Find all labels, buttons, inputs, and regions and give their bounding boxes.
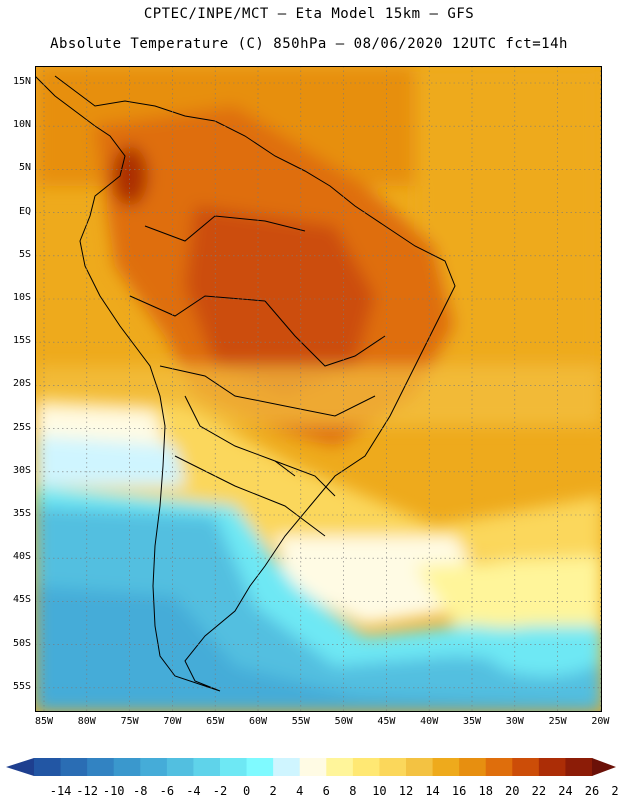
colorbar-tick-label: 2: [269, 784, 277, 798]
colorbar-swatch: [273, 758, 301, 776]
latitude-tick-label: 25S: [12, 421, 31, 433]
colorbar-swatch: [326, 758, 354, 776]
colorbar-swatch: [352, 758, 380, 776]
colorbar-tick-label: -2: [212, 784, 228, 798]
colorbar-tick-label: 26: [584, 784, 600, 798]
latitude-tick-label: 10N: [12, 119, 31, 131]
latitude-tick-label: 35S: [12, 508, 31, 519]
colorbar-swatch: [34, 758, 62, 776]
colorbar-tick-label: 0: [242, 784, 251, 798]
longitude-tick-label: 80W: [77, 716, 96, 727]
colorbar-swatch: [140, 758, 168, 776]
latitude-tick-label: 20S: [12, 378, 31, 390]
colorbar-tick-label: 16: [451, 784, 467, 798]
longitude-tick-label: 75W: [120, 716, 139, 727]
map-title-line-2: Absolute Temperature (C) 850hPa – 08/06/…: [50, 36, 568, 52]
colorbar-swatch: [485, 758, 513, 776]
colorbar-tick-label: 8: [349, 784, 357, 798]
colorbar-swatch: [193, 758, 221, 776]
colorbar-swatch: [406, 758, 434, 776]
longitude-tick-label: 45W: [377, 716, 396, 727]
colorbar-tick-label: 4: [296, 784, 304, 798]
colorbar-swatch: [113, 758, 141, 776]
colorbar-swatch: [166, 758, 194, 776]
longitude-tick-label: 65W: [206, 716, 225, 727]
longitude-tick-label: 35W: [462, 716, 482, 727]
colorbar-swatch: [60, 758, 88, 776]
colorbar-tick-label: 6: [322, 784, 330, 798]
colorbar-swatch: [220, 758, 248, 776]
colorbar-tick-label: 12: [398, 784, 414, 798]
colorbar-swatch: [87, 758, 115, 776]
colorbar-tick-label: -6: [159, 784, 175, 798]
latitude-tick-label: EQ: [18, 205, 31, 217]
colorbar-swatch: [432, 758, 460, 776]
temperature-field: [35, 66, 602, 712]
latitude-tick-label: 40S: [12, 551, 31, 563]
colorbar-tick-label: 28: [611, 784, 618, 798]
colorbar-tick-label: -14: [49, 784, 72, 798]
latitude-tick-label: 10S: [12, 292, 31, 303]
latitude-tick-label: 45S: [12, 594, 31, 606]
latitude-tick-label: 55S: [12, 680, 31, 692]
longitude-tick-label: 20W: [591, 716, 610, 727]
colorbar-tick-label: 10: [372, 784, 387, 798]
latitude-tick-label: 15S: [12, 335, 31, 347]
colorbar-tick-label: -4: [186, 784, 201, 798]
longitude-tick-label: 30W: [505, 716, 524, 727]
longitude-tick-label: 60W: [248, 716, 268, 727]
latitude-tick-label: 5N: [18, 162, 31, 174]
colorbar-tick-label: 18: [478, 784, 493, 798]
longitude-tick-label: 55W: [291, 716, 310, 727]
colorbar: [6, 758, 616, 776]
colorbar-left-arrow-icon: [6, 758, 34, 776]
colorbar-swatch: [246, 758, 274, 776]
latitude-tick-label: 5S: [18, 248, 31, 260]
colorbar-tick-label: -10: [102, 784, 125, 798]
colorbar-swatch: [538, 758, 566, 776]
colorbar-tick-label: 24: [558, 784, 573, 798]
temperature-map: [35, 66, 602, 712]
longitude-tick-label: 25W: [548, 716, 567, 727]
longitude-tick-label: 50W: [334, 716, 353, 727]
longitude-tick-label: 40W: [420, 716, 439, 727]
colorbar-right-arrow-icon: [592, 758, 616, 776]
colorbar-swatch: [379, 758, 407, 776]
colorbar-tick-label: 14: [425, 784, 440, 798]
colorbar-swatches: [34, 758, 593, 776]
longitude-tick-label: 85W: [34, 716, 54, 727]
colorbar-tick-label: -12: [76, 784, 98, 798]
colorbar-swatch: [299, 758, 327, 776]
colorbar-swatch: [459, 758, 487, 776]
longitude-tick-label: 70W: [163, 716, 182, 727]
latitude-tick-label: 50S: [12, 637, 31, 649]
graticule: [35, 66, 602, 712]
colorbar-swatch: [512, 758, 540, 776]
colorbar-tick-label: 22: [531, 784, 547, 798]
map-title-line-1: CPTEC/INPE/MCT – Eta Model 15km – GFS: [143, 6, 475, 22]
colorbar-swatch: [565, 758, 593, 776]
colorbar-tick-label: -8: [133, 784, 148, 798]
colorbar-tick-label: 20: [505, 784, 520, 798]
latitude-tick-label: 30S: [12, 464, 31, 476]
map-border: [35, 66, 602, 712]
latitude-tick-label: 15N: [12, 76, 31, 87]
